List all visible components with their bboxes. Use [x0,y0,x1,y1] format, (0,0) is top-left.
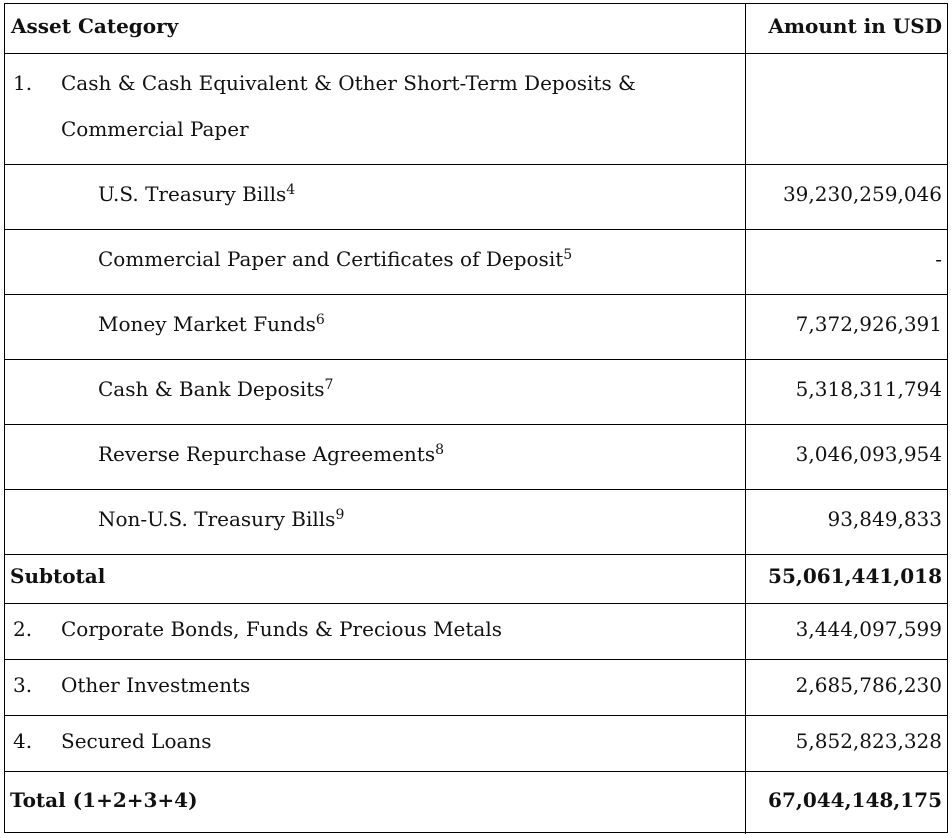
footnote-ref: 9 [335,507,345,523]
total-amount: 67,044,148,175 [745,772,947,834]
table-row: Commercial Paper and Certificates of Dep… [5,229,947,294]
label-cell: 4. Secured Loans [5,716,745,771]
table-row: Total (1+2+3+4) 67,044,148,175 [5,771,947,834]
label-cell: 3. Other Investments [5,660,745,715]
amount-cell: 3,444,097,599 [745,604,947,659]
label-cell: Reverse Repurchase Agreements8 [5,425,745,489]
table-row: Reverse Repurchase Agreements8 3,046,093,… [5,424,947,489]
amount-cell: 5,318,311,794 [745,360,947,424]
row-label: Cash & Cash Equivalent & Other Short-Ter… [61,71,636,141]
table-row: 3. Other Investments 2,685,786,230 [5,659,947,715]
item-label: Non-U.S. Treasury Bills9 [98,507,344,531]
item-label: Money Market Funds6 [98,312,325,336]
table-row: Asset Category Amount in USD [5,4,947,53]
label-cell: Commercial Paper and Certificates of Dep… [5,230,745,294]
subtotal-label: Subtotal [10,564,106,588]
row-number: 3. [13,672,33,697]
row-label: Secured Loans [61,728,212,753]
item-label: U.S. Treasury Bills4 [98,182,295,206]
amount-cell: 5,852,823,328 [745,716,947,771]
subtotal-amount: 55,061,441,018 [745,555,947,603]
label-cell: 2. Corporate Bonds, Funds & Precious Meta… [5,604,745,659]
asset-table: Asset Category Amount in USD 1. Cash & Cash… [4,3,948,834]
amount-cell: 2,685,786,230 [745,660,947,715]
table-row: Money Market Funds6 7,372,926,391 [5,294,947,359]
amount-cell: 93,849,833 [745,490,947,554]
item-text: Cash & Bank Deposits [98,377,325,401]
row-label: Other Investments [61,672,251,697]
footnote-ref: 5 [563,247,573,263]
row-number: 4. [13,728,33,753]
row-label: Corporate Bonds, Funds & Precious Metals [61,616,503,641]
label-cell: Non-U.S. Treasury Bills9 [5,490,745,554]
row-number: 1. [13,71,33,95]
amount-cell: - [745,230,947,294]
item-label: Cash & Bank Deposits7 [98,377,333,401]
label-cell: 1. Cash & Cash Equivalent & Other Short-T… [5,54,745,164]
table-row: Subtotal 55,061,441,018 [5,554,947,603]
table-row: U.S. Treasury Bills4 39,230,259,046 [5,164,947,229]
amount-cell: 39,230,259,046 [745,165,947,229]
table-row: Non-U.S. Treasury Bills9 93,849,833 [5,489,947,554]
table-row: Cash & Bank Deposits7 5,318,311,794 [5,359,947,424]
label-cell: U.S. Treasury Bills4 [5,165,745,229]
label-cell: Money Market Funds6 [5,295,745,359]
item-text: Non-U.S. Treasury Bills [98,507,336,531]
amount-cell: 7,372,926,391 [745,295,947,359]
item-text: Money Market Funds [98,312,316,336]
item-text: Commercial Paper and Certificates of Dep… [98,247,564,271]
footnote-ref: 4 [286,182,296,198]
row-number: 2. [13,616,33,641]
table-row: 4. Secured Loans 5,852,823,328 [5,715,947,771]
footnote-ref: 6 [315,312,325,328]
table-row: 2. Corporate Bonds, Funds & Precious Meta… [5,603,947,659]
table-row: 1. Cash & Cash Equivalent & Other Short-T… [5,53,947,164]
item-text: U.S. Treasury Bills [98,182,287,206]
total-label: Total (1+2+3+4) [10,788,198,812]
footnote-ref: 7 [324,377,334,393]
label-cell: Cash & Bank Deposits7 [5,360,745,424]
amount-cell: 3,046,093,954 [745,425,947,489]
item-text: Reverse Repurchase Agreements [98,442,436,466]
amount-cell [745,54,947,164]
header-cell: Asset Category [11,13,179,38]
item-label: Commercial Paper and Certificates of Dep… [98,247,572,271]
footnote-ref: 8 [435,442,445,458]
header-cell: Amount in USD [745,4,947,53]
item-label: Reverse Repurchase Agreements8 [98,442,444,466]
